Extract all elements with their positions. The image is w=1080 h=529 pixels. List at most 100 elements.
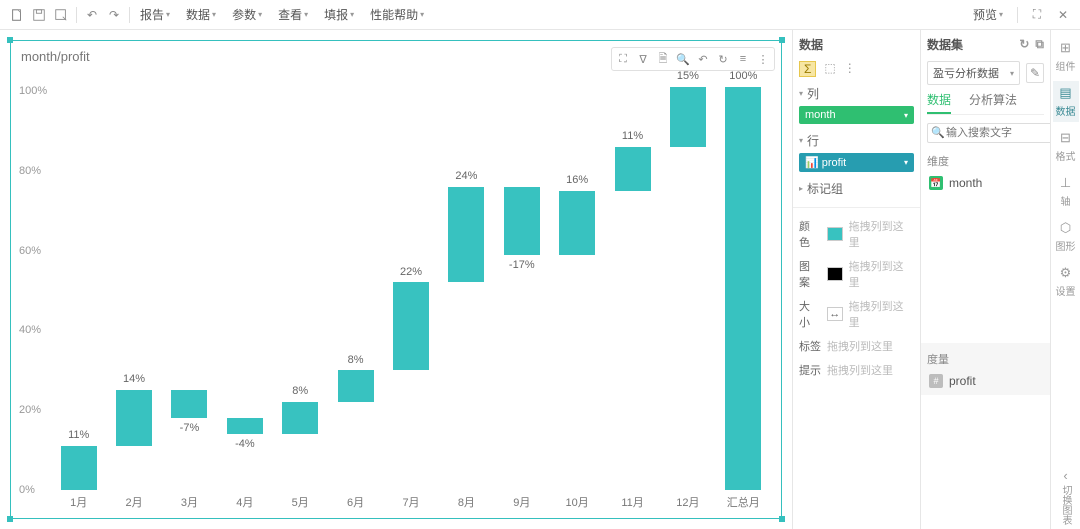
bar-4月[interactable] <box>227 418 263 434</box>
bar-9月[interactable] <box>504 187 540 255</box>
bar-label: 16% <box>547 174 607 186</box>
x-tick: 5月 <box>292 494 309 510</box>
measure-title: 度量 <box>927 351 1044 367</box>
x-tick: 3月 <box>181 494 198 510</box>
bar-11月[interactable] <box>615 147 651 191</box>
dataset-panel-title: 数据集 <box>927 36 963 53</box>
rail-数据[interactable]: ▤数据 <box>1053 81 1079 122</box>
x-tick: 8月 <box>458 494 475 510</box>
swatch-icon <box>827 267 843 281</box>
dataset-selector[interactable]: 盈亏分析数据 ▾ <box>927 61 1020 85</box>
dimension-field: month <box>949 176 982 190</box>
bar-label: 15% <box>658 70 718 82</box>
x-tick: 12月 <box>676 494 699 510</box>
more2-icon[interactable]: ⋮ <box>844 61 856 77</box>
x-tick: 汇总月 <box>727 494 760 510</box>
col-field-pill[interactable]: month ▾ <box>799 106 914 124</box>
prop-标签[interactable]: 标签拖拽列到这里 <box>799 338 914 354</box>
menu-5[interactable]: 性能帮助▾ <box>366 6 428 23</box>
calendar-icon: 📅 <box>929 176 943 190</box>
row-field-pill[interactable]: 📊 profit ▾ <box>799 153 914 172</box>
col-label: 列 <box>807 85 819 102</box>
tab-data[interactable]: 数据 <box>927 91 951 114</box>
bar-label: 8% <box>270 385 330 397</box>
bar-6月[interactable] <box>338 370 374 402</box>
doc-icon[interactable]: 🗎 <box>654 50 672 68</box>
list-icon[interactable]: ≡ <box>734 50 752 68</box>
save-icon[interactable] <box>30 6 48 24</box>
x-tick: 9月 <box>513 494 530 510</box>
x-tick: 7月 <box>402 494 419 510</box>
menu-4[interactable]: 填报▾ <box>320 6 358 23</box>
bar-7月[interactable] <box>393 282 429 370</box>
fullscreen-icon[interactable]: ⛶ <box>1028 6 1046 24</box>
dimension-month[interactable]: 📅 month <box>927 173 1044 193</box>
x-tick: 1月 <box>70 494 87 510</box>
edit-dataset-icon[interactable]: ✎ <box>1026 63 1044 83</box>
col-field: month <box>805 109 836 121</box>
x-tick: 4月 <box>236 494 253 510</box>
prop-提示[interactable]: 提示拖拽列到这里 <box>799 362 914 378</box>
bar-label: 11% <box>49 429 109 441</box>
sigma-icon[interactable]: Σ <box>799 61 816 77</box>
close-icon[interactable]: ✕ <box>1054 6 1072 24</box>
swatch-icon <box>827 227 843 241</box>
hash-icon: # <box>929 374 943 388</box>
rail-组件[interactable]: ⊞组件 <box>1053 36 1079 77</box>
bar-10月[interactable] <box>559 191 595 255</box>
new-file-icon[interactable] <box>8 6 26 24</box>
menu-1[interactable]: 数据▾ <box>182 6 220 23</box>
db-icon[interactable]: ⧉ <box>1035 37 1044 52</box>
undo2-icon[interactable]: ↶ <box>694 50 712 68</box>
prop-颜色[interactable]: 颜色拖拽列到这里 <box>799 218 914 250</box>
bar-3月[interactable] <box>171 390 207 418</box>
undo-icon[interactable]: ↶ <box>83 6 101 24</box>
prop-图案[interactable]: 图案拖拽列到这里 <box>799 258 914 290</box>
expand-icon[interactable]: ⛶ <box>614 50 632 68</box>
filter-icon[interactable]: ∇ <box>634 50 652 68</box>
chart-toolbar: ⛶ ∇ 🗎 🔍 ↶ ↻ ≡ ⋮ <box>611 47 775 71</box>
prop-大小[interactable]: 大小↔拖拽列到这里 <box>799 298 914 330</box>
right-rail: ⊞组件 ▤数据 ⊟格式 ⊥轴 ⬡图形 ⚙设置 ‹ 切换图表 <box>1050 30 1080 529</box>
rail-图形[interactable]: ⬡图形 <box>1053 216 1079 257</box>
menu-3[interactable]: 查看▾ <box>274 6 312 23</box>
row-field: 📊 profit <box>805 156 846 169</box>
row-label: 行 <box>807 132 819 149</box>
menu-2[interactable]: 参数▾ <box>228 6 266 23</box>
bar-5月[interactable] <box>282 402 318 434</box>
preview-label: 预览 <box>973 6 997 23</box>
measure-profit[interactable]: # profit <box>927 371 1044 391</box>
x-tick: 10月 <box>566 494 589 510</box>
bar-8月[interactable] <box>448 187 484 283</box>
measure-field: profit <box>949 374 976 388</box>
dataset-name: 盈亏分析数据 <box>933 65 999 81</box>
bar-label: 24% <box>436 170 496 182</box>
rail-footer[interactable]: ‹ 切换图表 <box>1053 464 1079 529</box>
show-icon[interactable]: ⬚ <box>824 61 835 77</box>
y-tick: 40% <box>19 324 41 336</box>
y-tick: 80% <box>19 165 41 177</box>
chart-canvas[interactable]: month/profit ⛶ ∇ 🗎 🔍 ↶ ↻ ≡ ⋮ 0%20%40%60%… <box>0 30 792 529</box>
bar-12月[interactable] <box>670 87 706 147</box>
refresh-icon[interactable]: ↻ <box>714 50 732 68</box>
bar-汇总月[interactable] <box>725 87 761 490</box>
rail-设置[interactable]: ⚙设置 <box>1053 261 1079 302</box>
search-input[interactable] <box>927 123 1050 143</box>
data-panel-title: 数据 <box>799 36 823 53</box>
bar-label: -17% <box>492 259 552 271</box>
rail-格式[interactable]: ⊟格式 <box>1053 126 1079 167</box>
bar-2月[interactable] <box>116 390 152 446</box>
menu-0[interactable]: 报告▾ <box>136 6 174 23</box>
saveas-icon[interactable] <box>52 6 70 24</box>
y-tick: 60% <box>19 245 41 257</box>
markgroup-label: 标记组 <box>807 180 843 197</box>
zoom-icon[interactable]: 🔍 <box>674 50 692 68</box>
chart-title: month/profit <box>21 49 90 64</box>
preview-button[interactable]: 预览 ▾ <box>969 6 1007 23</box>
bar-1月[interactable] <box>61 446 97 490</box>
refresh-dataset-icon[interactable]: ↻ <box>1019 37 1029 52</box>
more-icon[interactable]: ⋮ <box>754 50 772 68</box>
tab-algo[interactable]: 分析算法 <box>969 91 1017 114</box>
redo-icon[interactable]: ↷ <box>105 6 123 24</box>
rail-轴[interactable]: ⊥轴 <box>1053 171 1079 212</box>
